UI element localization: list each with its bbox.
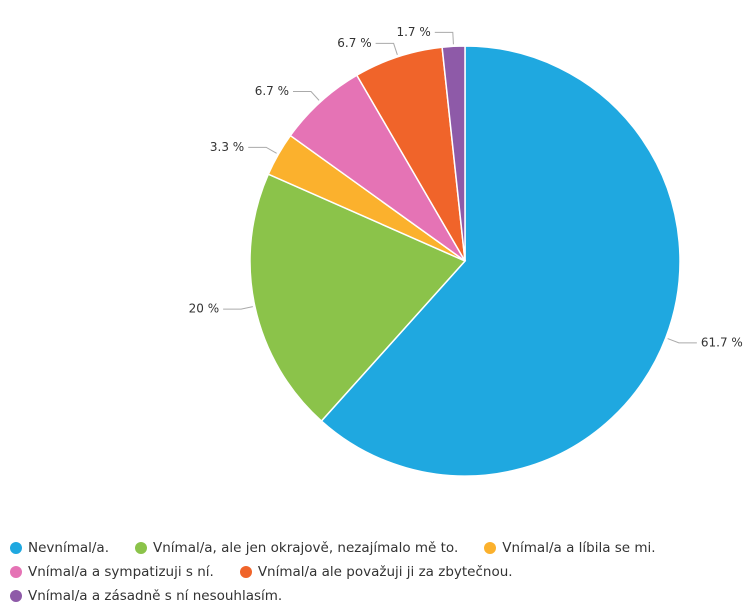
legend-swatch [484, 542, 497, 554]
pie-slice [320, 45, 681, 477]
leader-line [375, 42, 398, 55]
leader-line [248, 146, 277, 154]
legend-label: Nevnímal/a. [28, 540, 109, 556]
legend-swatch [239, 566, 252, 578]
pie-slice [249, 173, 467, 423]
chart: 61.7 % 20 % 3.3 % 6.7 % 6.7 % 1.7 % [189, 25, 743, 477]
legend-item: Vnímal/a, ale jen okrajově, nezajímalo m… [135, 540, 458, 556]
leader-line [667, 338, 697, 344]
pie-slice [441, 45, 466, 262]
data-label: 3.3 % [210, 140, 244, 154]
data-label: 20 % [189, 302, 220, 316]
leader-line [223, 306, 253, 310]
legend-swatch [10, 542, 22, 554]
legend-label: Vnímal/a a zásadně s ní nesouhlasím. [28, 588, 283, 604]
data-label: 61.7 % [701, 335, 743, 349]
leader-line [293, 91, 320, 101]
data-label: 1.7 % [396, 25, 430, 39]
legend-item: Nevnímal/a. [10, 540, 109, 556]
legend-label: Vnímal/a, ale jen okrajově, nezajímalo m… [153, 540, 459, 556]
legend-swatch [10, 566, 22, 578]
data-label: 6.7 % [255, 84, 289, 98]
legend-label: Vnímal/a a sympatizuji s ní. [28, 564, 214, 580]
legend-swatch [135, 542, 147, 554]
legend-label: Vnímal/a a líbila se mi. [502, 540, 656, 556]
data-label: 6.7 % [337, 36, 371, 50]
legend-item: Vnímal/a a sympatizuji s ní. [10, 564, 214, 580]
legend: Nevnímal/a. Vnímal/a, ale jen okrajově, n… [10, 540, 750, 604]
leader-line [434, 31, 454, 45]
legend-swatch [10, 590, 22, 602]
legend-item: Vnímal/a a líbila se mi. [484, 540, 656, 556]
legend-item: Vnímal/a a zásadně s ní nesouhlasím. [10, 588, 282, 604]
legend-item: Vnímal/a ale považuji ji za zbytečnou. [239, 564, 513, 580]
legend-label: Vnímal/a ale považuji ji za zbytečnou. [257, 564, 513, 580]
